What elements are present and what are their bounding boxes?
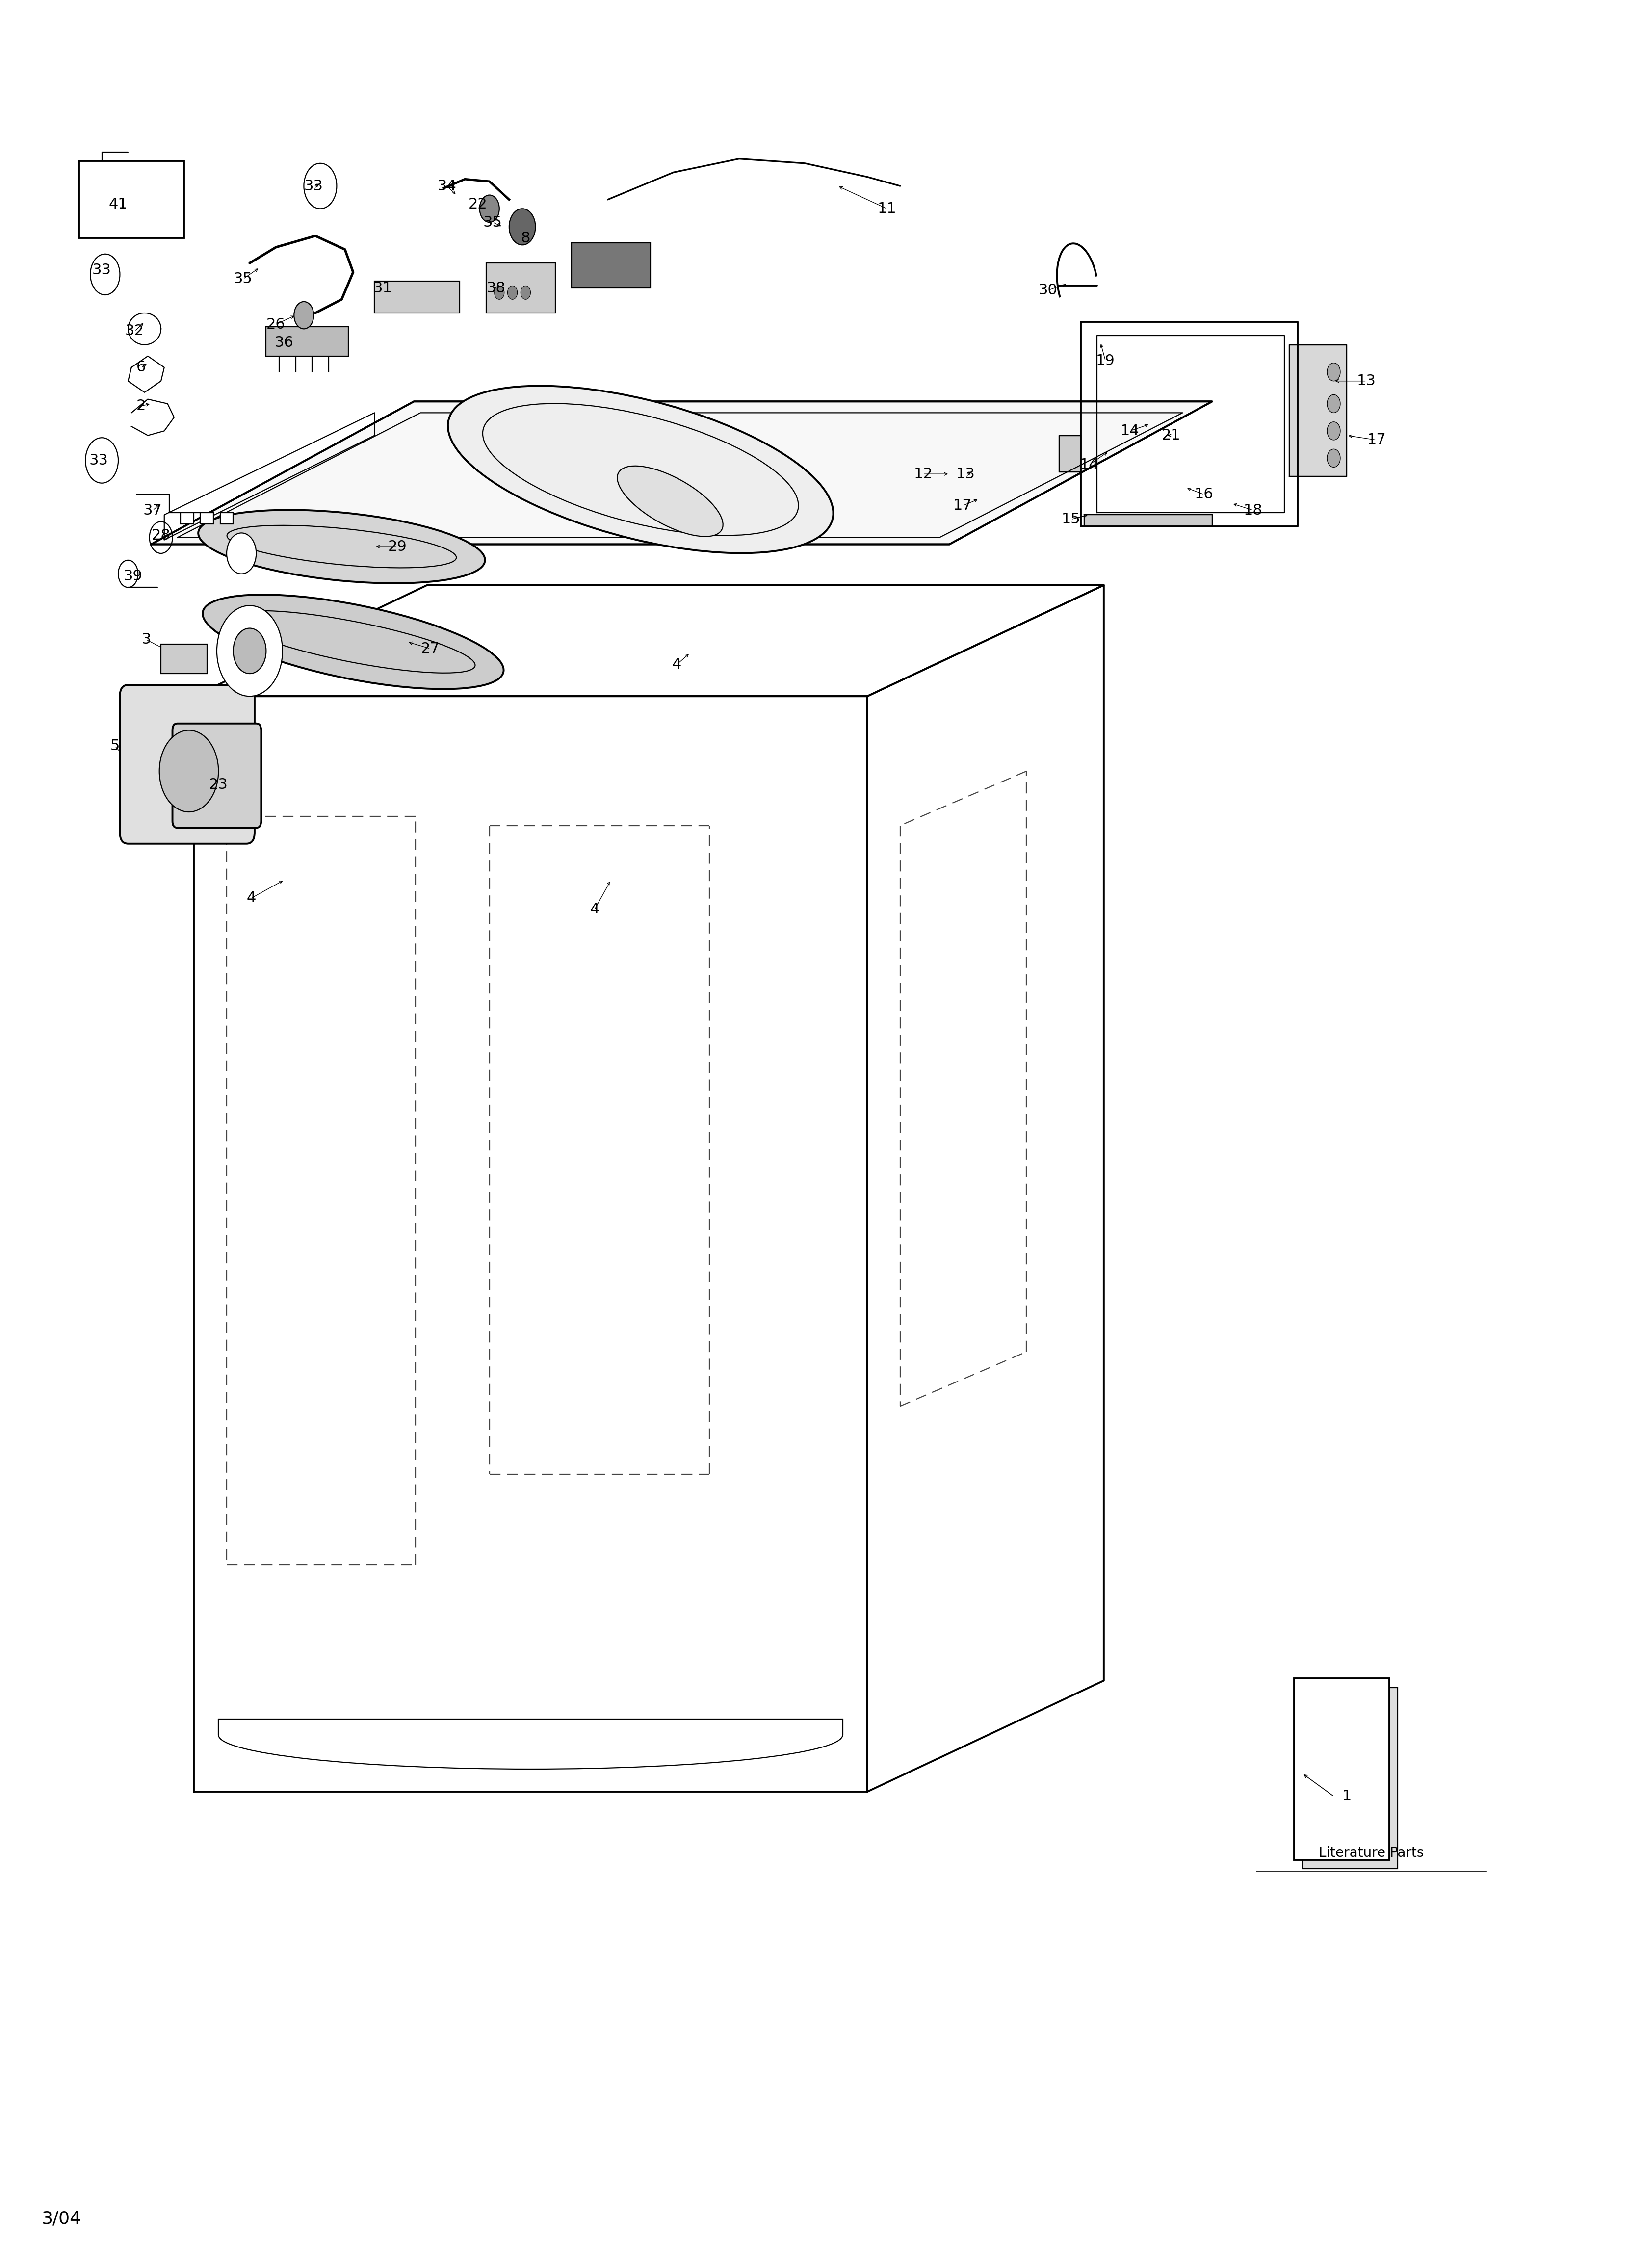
Ellipse shape xyxy=(199,510,484,583)
Circle shape xyxy=(1327,395,1340,413)
Ellipse shape xyxy=(448,386,832,553)
Bar xyxy=(200,513,213,524)
Circle shape xyxy=(159,730,218,812)
Circle shape xyxy=(509,209,535,245)
Text: 13: 13 xyxy=(1356,374,1376,388)
Text: 33: 33 xyxy=(92,263,112,277)
Bar xyxy=(486,263,555,313)
Text: 30: 30 xyxy=(1038,284,1057,297)
Text: 35: 35 xyxy=(233,272,253,286)
Circle shape xyxy=(479,195,499,222)
FancyBboxPatch shape xyxy=(172,723,261,828)
Bar xyxy=(1294,1678,1389,1860)
Text: 22: 22 xyxy=(468,197,488,211)
Text: 6: 6 xyxy=(136,361,146,374)
Text: 33: 33 xyxy=(304,179,323,193)
Text: 16: 16 xyxy=(1194,488,1213,501)
Text: 17: 17 xyxy=(952,499,972,513)
Text: 17: 17 xyxy=(1366,433,1386,447)
Circle shape xyxy=(1327,422,1340,440)
Text: 3/04: 3/04 xyxy=(41,2211,80,2227)
Text: 8: 8 xyxy=(521,231,530,245)
Text: 4: 4 xyxy=(672,658,681,671)
Text: 36: 36 xyxy=(274,336,294,349)
Text: Literature Parts: Literature Parts xyxy=(1319,1846,1424,1860)
Text: 39: 39 xyxy=(123,569,143,583)
Text: 4: 4 xyxy=(589,903,599,916)
Text: 23: 23 xyxy=(209,778,228,792)
Text: 31: 31 xyxy=(373,281,392,295)
Ellipse shape xyxy=(617,465,722,538)
Bar xyxy=(220,513,233,524)
Bar xyxy=(1302,1687,1397,1869)
Text: 1: 1 xyxy=(1342,1789,1351,1803)
Text: 35: 35 xyxy=(483,215,502,229)
Polygon shape xyxy=(151,401,1212,544)
Polygon shape xyxy=(1084,515,1212,526)
Circle shape xyxy=(233,628,266,674)
Text: 3: 3 xyxy=(141,633,151,646)
Bar xyxy=(266,327,348,356)
Text: 27: 27 xyxy=(420,642,440,655)
Text: 14: 14 xyxy=(1120,424,1140,438)
Text: 37: 37 xyxy=(143,503,163,517)
Circle shape xyxy=(1327,363,1340,381)
Text: 13: 13 xyxy=(956,467,975,481)
Bar xyxy=(161,644,207,674)
Circle shape xyxy=(217,606,282,696)
Text: 34: 34 xyxy=(437,179,456,193)
Circle shape xyxy=(227,533,256,574)
Text: 28: 28 xyxy=(151,528,171,542)
Text: 33: 33 xyxy=(89,454,108,467)
Text: 2: 2 xyxy=(136,399,146,413)
Text: 18: 18 xyxy=(1243,503,1263,517)
Text: 21: 21 xyxy=(1161,429,1181,442)
Circle shape xyxy=(294,302,314,329)
Bar xyxy=(181,513,194,524)
Bar xyxy=(571,243,650,288)
Polygon shape xyxy=(1059,435,1080,472)
Text: 38: 38 xyxy=(486,281,506,295)
FancyBboxPatch shape xyxy=(79,161,184,238)
Text: 19: 19 xyxy=(1095,354,1115,367)
Circle shape xyxy=(1327,449,1340,467)
Circle shape xyxy=(521,286,530,299)
Polygon shape xyxy=(1289,345,1346,476)
Circle shape xyxy=(494,286,504,299)
Text: 15: 15 xyxy=(1061,513,1080,526)
Ellipse shape xyxy=(202,594,504,689)
Text: 14: 14 xyxy=(1079,458,1098,472)
Text: 26: 26 xyxy=(266,318,286,331)
Text: 4: 4 xyxy=(246,891,256,905)
Text: 32: 32 xyxy=(125,324,144,338)
Bar xyxy=(374,281,460,313)
Text: 11: 11 xyxy=(877,202,897,215)
Text: 29: 29 xyxy=(388,540,407,553)
Text: 41: 41 xyxy=(108,197,128,211)
Circle shape xyxy=(507,286,517,299)
FancyBboxPatch shape xyxy=(120,685,255,844)
Text: 5: 5 xyxy=(110,739,120,753)
Text: 12: 12 xyxy=(913,467,933,481)
